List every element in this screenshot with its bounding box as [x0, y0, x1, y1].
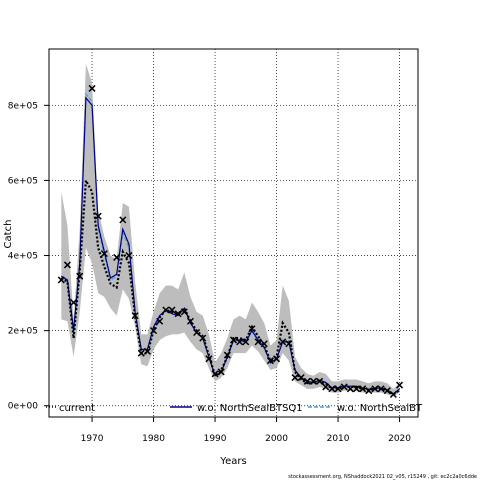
observed-point	[217, 368, 225, 376]
observed-point	[316, 377, 324, 385]
observed-point	[76, 272, 84, 280]
x-tick-label: 1970	[81, 434, 104, 444]
grid-lines	[49, 49, 418, 417]
observed-point	[143, 347, 151, 355]
observed-point	[150, 327, 158, 335]
y-tick-label: 8e+05	[8, 101, 38, 111]
observed-point	[346, 385, 354, 393]
observed-point	[322, 383, 330, 391]
observed-point	[113, 253, 121, 261]
observed-point	[359, 385, 367, 393]
observed-point	[365, 387, 373, 395]
observed-point	[396, 381, 404, 389]
observed-point	[371, 385, 379, 393]
observed-points	[57, 84, 404, 398]
observed-point	[377, 385, 385, 393]
footer-note: stockassessment.org, NShaddock2021 02_v0…	[288, 474, 477, 480]
x-axis: 1970 1980 1990 2000 2010 2020	[81, 417, 411, 444]
legend-label: w.o. NorthSealBT	[337, 403, 423, 414]
x-axis-title: Years	[219, 456, 246, 467]
observed-point	[236, 338, 244, 346]
x-tick-label: 1990	[204, 434, 227, 444]
observed-point	[285, 340, 293, 348]
observed-point	[211, 370, 219, 378]
observed-point	[248, 325, 256, 333]
observed-point	[180, 308, 188, 316]
observed-point	[70, 298, 78, 306]
y-tick-label: 0e+00	[8, 402, 39, 412]
observed-point	[94, 212, 102, 220]
x-tick-label: 2010	[327, 434, 350, 444]
observed-point	[193, 328, 201, 337]
observed-point	[162, 306, 170, 314]
observed-point	[328, 385, 336, 393]
legend-label: current	[59, 403, 95, 414]
observed-point	[383, 387, 391, 395]
observed-point	[156, 317, 164, 325]
y-tick-label: 2e+05	[8, 327, 38, 337]
observed-point	[223, 351, 231, 359]
legend: current w.o. NorthSealBTSQ1 w.o. NorthSeal…	[46, 403, 423, 414]
observed-point	[389, 390, 397, 398]
observed-point	[291, 374, 299, 382]
x-tick-label: 1980	[142, 434, 165, 444]
observed-point	[186, 317, 194, 325]
observed-point	[266, 357, 274, 365]
observed-point	[273, 355, 281, 363]
observed-point	[63, 261, 71, 269]
y-axis-title: Catch	[3, 220, 14, 249]
y-tick-label: 4e+05	[8, 252, 38, 262]
observed-point	[303, 377, 311, 385]
observed-point	[309, 377, 317, 385]
observed-point	[229, 336, 238, 344]
x-tick-label: 2020	[388, 434, 411, 444]
observed-point	[279, 338, 287, 346]
observed-point	[131, 312, 139, 320]
y-tick-label: 6e+05	[8, 176, 38, 186]
observed-point	[119, 216, 127, 224]
observed-point	[205, 355, 213, 363]
observed-point	[137, 349, 145, 357]
observed-point	[88, 84, 96, 92]
observed-point	[352, 385, 361, 393]
observed-point	[242, 338, 250, 346]
observed-point	[57, 276, 65, 284]
observed-point	[260, 340, 268, 348]
x-tick-label: 2000	[265, 434, 288, 444]
observed-point	[254, 338, 262, 346]
observed-point	[125, 252, 133, 260]
legend-label: w.o. NorthSealBTSQ1	[197, 403, 303, 414]
confidence-band	[61, 64, 400, 397]
observed-point	[174, 310, 182, 318]
observed-point	[340, 383, 348, 391]
plot-frame	[48, 48, 419, 418]
observed-point	[168, 306, 176, 314]
y-axis: 0e+00 2e+05 4e+05 6e+05 8e+05	[8, 101, 49, 412]
series-lines	[60, 92, 401, 396]
observed-point	[334, 385, 342, 393]
observed-point	[199, 334, 207, 342]
observed-point	[297, 374, 305, 382]
observed-point	[100, 250, 108, 258]
